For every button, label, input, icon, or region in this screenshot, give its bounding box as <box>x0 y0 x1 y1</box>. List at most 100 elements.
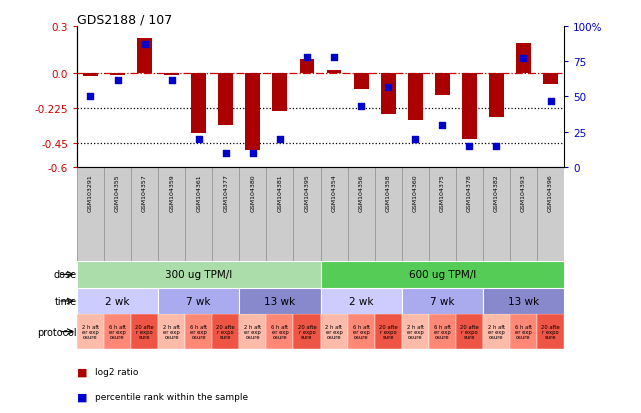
FancyBboxPatch shape <box>510 315 537 349</box>
Bar <box>219 74 233 126</box>
Text: 20 afte
r expo
sure: 20 afte r expo sure <box>460 324 479 339</box>
Text: 2 wk: 2 wk <box>105 296 129 306</box>
FancyBboxPatch shape <box>320 288 402 315</box>
Text: GSM104357: GSM104357 <box>142 174 147 212</box>
FancyBboxPatch shape <box>239 168 267 261</box>
FancyBboxPatch shape <box>483 315 510 349</box>
Text: GSM103291: GSM103291 <box>88 174 93 212</box>
Bar <box>137 39 152 74</box>
FancyBboxPatch shape <box>77 261 320 288</box>
Text: protocol: protocol <box>37 327 77 337</box>
Text: ■: ■ <box>77 367 87 377</box>
FancyBboxPatch shape <box>77 168 564 261</box>
Point <box>112 77 122 83</box>
FancyBboxPatch shape <box>320 168 347 261</box>
FancyBboxPatch shape <box>347 315 374 349</box>
Point <box>85 94 96 100</box>
Bar <box>462 74 477 140</box>
Text: 20 afte
r expo
sure: 20 afte r expo sure <box>297 324 317 339</box>
Text: 20 afte
r expo
sure: 20 afte r expo sure <box>379 324 397 339</box>
FancyBboxPatch shape <box>267 168 294 261</box>
Point <box>519 56 529 62</box>
FancyBboxPatch shape <box>77 288 158 315</box>
Text: 2 wk: 2 wk <box>349 296 373 306</box>
Text: GSM104380: GSM104380 <box>251 174 255 212</box>
FancyBboxPatch shape <box>158 288 239 315</box>
Point <box>194 136 204 143</box>
FancyBboxPatch shape <box>456 168 483 261</box>
Bar <box>191 74 206 133</box>
Point <box>545 98 556 105</box>
Bar <box>272 74 287 111</box>
FancyBboxPatch shape <box>320 315 347 349</box>
FancyBboxPatch shape <box>104 168 131 261</box>
Point <box>464 143 474 150</box>
Text: GSM104375: GSM104375 <box>440 174 445 212</box>
Bar <box>354 74 369 89</box>
Text: GSM104395: GSM104395 <box>304 174 310 212</box>
Text: 2 h aft
er exp
osure: 2 h aft er exp osure <box>488 324 505 339</box>
Text: 6 h aft
er exp
osure: 6 h aft er exp osure <box>190 324 207 339</box>
Text: 6 h aft
er exp
osure: 6 h aft er exp osure <box>353 324 370 339</box>
Point <box>247 150 258 157</box>
Text: GSM104382: GSM104382 <box>494 174 499 212</box>
FancyBboxPatch shape <box>537 168 564 261</box>
FancyBboxPatch shape <box>456 315 483 349</box>
FancyBboxPatch shape <box>158 168 185 261</box>
Text: GSM104356: GSM104356 <box>358 174 363 212</box>
FancyBboxPatch shape <box>239 288 320 315</box>
Text: ■: ■ <box>77 392 87 401</box>
Text: GSM104354: GSM104354 <box>331 174 337 212</box>
Point <box>302 55 312 61</box>
Bar <box>543 74 558 85</box>
Point <box>356 104 366 110</box>
Text: 300 ug TPM/l: 300 ug TPM/l <box>165 270 232 280</box>
Text: GSM104359: GSM104359 <box>169 174 174 212</box>
FancyBboxPatch shape <box>402 288 483 315</box>
FancyBboxPatch shape <box>483 288 564 315</box>
Text: GSM104377: GSM104377 <box>223 174 228 212</box>
Point <box>167 77 177 83</box>
FancyBboxPatch shape <box>267 315 294 349</box>
FancyBboxPatch shape <box>429 315 456 349</box>
Text: 20 afte
r expo
sure: 20 afte r expo sure <box>541 324 560 339</box>
FancyBboxPatch shape <box>131 168 158 261</box>
FancyBboxPatch shape <box>185 168 212 261</box>
Text: GSM104355: GSM104355 <box>115 174 120 212</box>
FancyBboxPatch shape <box>320 261 564 288</box>
FancyBboxPatch shape <box>77 315 104 349</box>
Point <box>140 42 150 48</box>
Text: 6 h aft
er exp
osure: 6 h aft er exp osure <box>515 324 532 339</box>
Text: GDS2188 / 107: GDS2188 / 107 <box>77 14 172 27</box>
Text: GSM104361: GSM104361 <box>196 174 201 212</box>
FancyBboxPatch shape <box>429 168 456 261</box>
Text: 2 h aft
er exp
osure: 2 h aft er exp osure <box>326 324 342 339</box>
FancyBboxPatch shape <box>402 315 429 349</box>
Point <box>410 136 420 143</box>
Text: percentile rank within the sample: percentile rank within the sample <box>95 392 248 401</box>
Text: 600 ug TPM/l: 600 ug TPM/l <box>409 270 476 280</box>
Text: 20 afte
r expo
sure: 20 afte r expo sure <box>135 324 154 339</box>
Text: GSM104393: GSM104393 <box>521 174 526 212</box>
FancyBboxPatch shape <box>537 315 564 349</box>
Point <box>221 150 231 157</box>
FancyBboxPatch shape <box>212 168 239 261</box>
FancyBboxPatch shape <box>510 168 537 261</box>
Text: GSM104358: GSM104358 <box>386 174 390 212</box>
FancyBboxPatch shape <box>374 168 402 261</box>
Text: log2 ratio: log2 ratio <box>95 367 138 376</box>
Bar <box>110 74 125 75</box>
Text: 13 wk: 13 wk <box>508 296 539 306</box>
Point <box>329 55 339 61</box>
Text: 2 h aft
er exp
osure: 2 h aft er exp osure <box>244 324 262 339</box>
FancyBboxPatch shape <box>347 168 374 261</box>
Text: 2 h aft
er exp
osure: 2 h aft er exp osure <box>406 324 424 339</box>
FancyBboxPatch shape <box>212 315 239 349</box>
Text: dose: dose <box>54 270 77 280</box>
FancyBboxPatch shape <box>374 315 402 349</box>
FancyBboxPatch shape <box>158 315 185 349</box>
Bar <box>299 60 315 74</box>
Text: GSM104360: GSM104360 <box>413 174 418 212</box>
Text: GSM104396: GSM104396 <box>548 174 553 212</box>
Text: 6 h aft
er exp
osure: 6 h aft er exp osure <box>109 324 126 339</box>
